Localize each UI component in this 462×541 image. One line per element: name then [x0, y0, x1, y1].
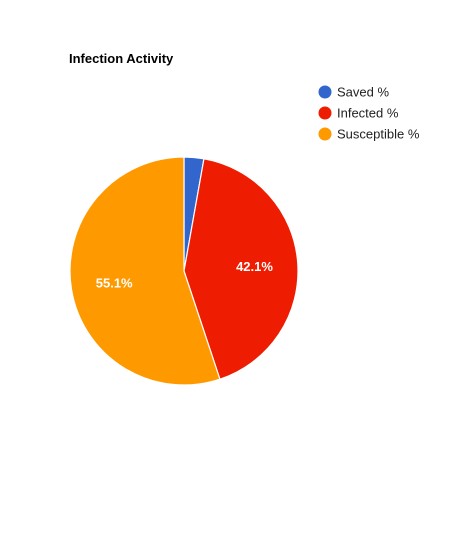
pie-slice-infected	[183, 158, 299, 380]
legend-label: Susceptible %	[337, 127, 420, 142]
legend-swatch	[318, 127, 332, 141]
pie-slice-label: 55.1%	[96, 275, 133, 290]
legend-label: Saved %	[337, 85, 389, 100]
pie-slice-labels: 42.1% 55.1%	[96, 259, 274, 290]
legend-swatch	[318, 106, 332, 120]
legend-label: Infected %	[337, 106, 399, 121]
chart-title: Infection Activity	[69, 51, 174, 66]
legend-swatch	[318, 85, 332, 99]
legend: Saved % Infected % Susceptible %	[318, 85, 420, 142]
pie-slice-susceptible	[69, 156, 221, 386]
pie-slice-label: 42.1%	[236, 259, 273, 274]
pie-slices	[69, 156, 299, 386]
